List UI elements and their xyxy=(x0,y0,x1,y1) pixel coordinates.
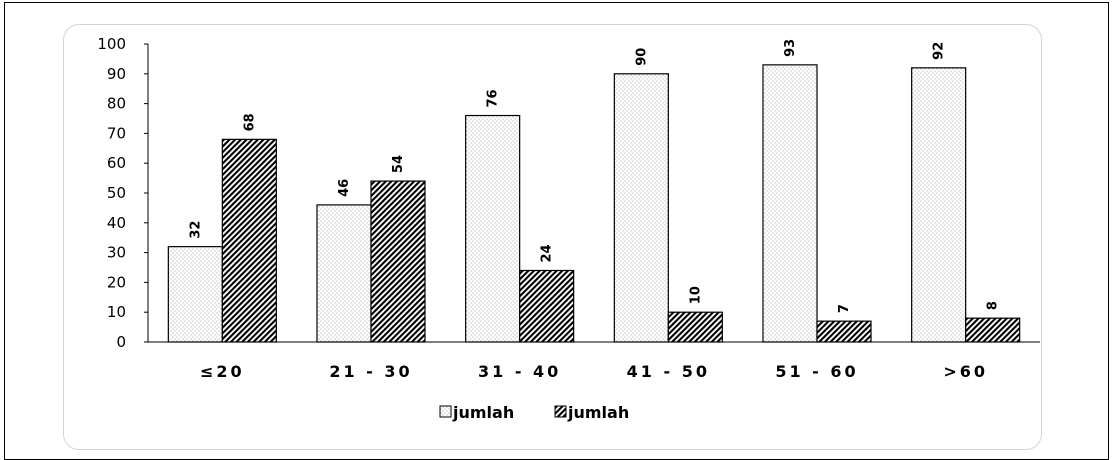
y-tick-label: 40 xyxy=(107,214,126,232)
data-label: 10 xyxy=(688,286,703,304)
category-label: 21 - 30 xyxy=(329,362,412,381)
category-label: >60 xyxy=(943,362,988,381)
y-tick-label: 90 xyxy=(107,65,126,83)
bar-series2 xyxy=(370,180,426,343)
data-label: 7 xyxy=(837,304,852,313)
data-label: 76 xyxy=(486,89,501,107)
bar-series1 xyxy=(465,114,521,343)
bars xyxy=(167,64,1021,343)
legend: jumlah jumlah xyxy=(439,403,629,422)
bar-series2 xyxy=(519,269,575,343)
category-label: 51 - 60 xyxy=(775,362,858,381)
bar-series1 xyxy=(911,67,967,343)
bar-series1 xyxy=(316,204,372,343)
y-tick-labels: 0 10 20 30 40 50 60 70 80 90 100 xyxy=(97,35,126,351)
legend-label: jumlah xyxy=(452,403,514,422)
bar-series2 xyxy=(965,317,1021,343)
y-tick-label: 20 xyxy=(107,273,126,291)
bar-series2 xyxy=(816,320,872,343)
category-label: 41 - 50 xyxy=(627,362,710,381)
category-labels: ≤20 21 - 30 31 - 40 41 - 50 51 - 60 >60 xyxy=(200,362,988,381)
y-tick-label: 30 xyxy=(107,244,126,262)
legend-swatch xyxy=(554,405,567,418)
data-label: 93 xyxy=(783,39,798,57)
data-label: 46 xyxy=(337,179,352,197)
data-label: 54 xyxy=(391,155,406,173)
bar-series2 xyxy=(667,311,723,343)
y-tick-label: 80 xyxy=(107,95,126,113)
y-tick-label: 0 xyxy=(116,333,126,351)
y-tick-label: 10 xyxy=(107,303,126,321)
data-label: 68 xyxy=(242,113,257,131)
axes xyxy=(144,43,1040,343)
data-label: 24 xyxy=(540,244,555,262)
y-tick-label: 60 xyxy=(107,154,126,172)
bar-series1 xyxy=(167,246,223,343)
bar-series1 xyxy=(762,64,818,343)
category-label: 31 - 40 xyxy=(478,362,561,381)
data-label: 90 xyxy=(634,48,649,66)
bar-series2 xyxy=(221,138,277,343)
y-tick-label: 50 xyxy=(107,184,126,202)
bar-series1 xyxy=(613,73,669,343)
data-labels: 32 68 46 54 76 24 90 10 93 7 92 8 xyxy=(188,39,1000,313)
y-tick-label: 70 xyxy=(107,124,126,142)
category-label: ≤20 xyxy=(200,362,245,381)
legend-label: jumlah xyxy=(567,403,629,422)
legend-swatch xyxy=(439,405,452,418)
data-label: 8 xyxy=(986,301,1001,310)
data-label: 92 xyxy=(932,42,947,60)
y-tick-label: 100 xyxy=(97,35,126,53)
data-label: 32 xyxy=(188,221,203,239)
